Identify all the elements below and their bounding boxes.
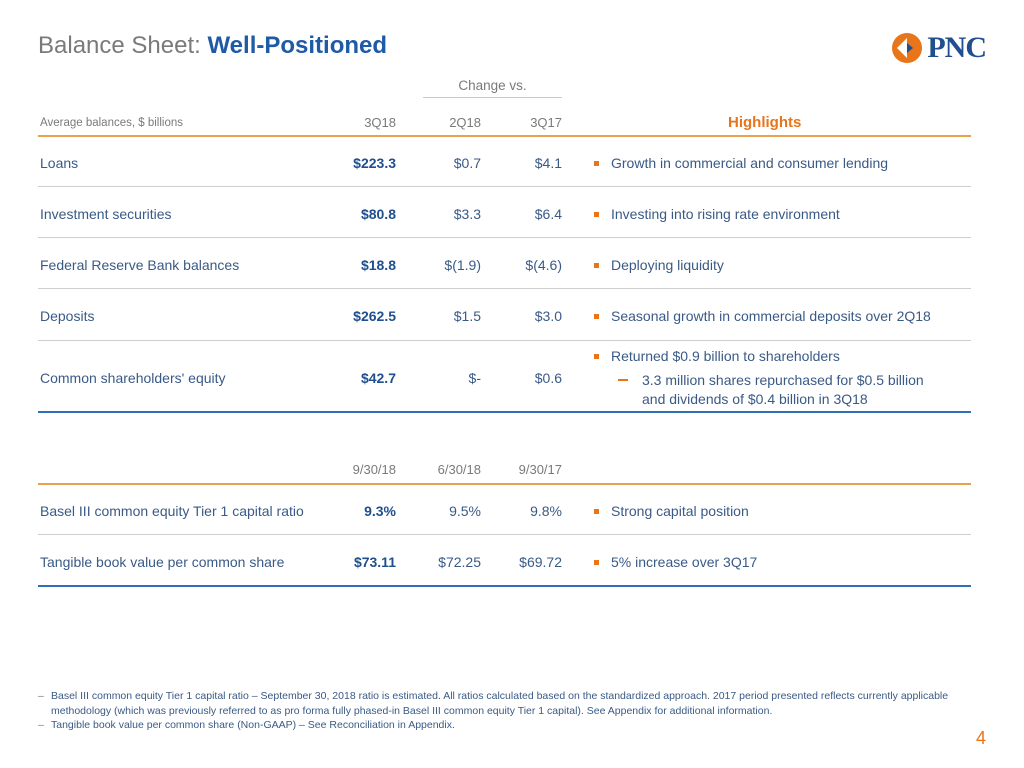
row-label: Loans: [40, 155, 79, 171]
col1-header: 9/30/18: [352, 462, 396, 477]
dash-icon: [618, 379, 628, 382]
page-number: 4: [975, 728, 986, 748]
bullet-icon: [594, 559, 599, 565]
footnote: Tangible book value per common share (No…: [38, 718, 958, 733]
row-value-6-30-18: 9.5%: [449, 503, 481, 519]
divider: [38, 585, 971, 587]
col2-header: 2Q18: [449, 115, 481, 130]
row-highlight: Strong capital position: [594, 503, 749, 519]
table2-header-row: 9/30/18 6/30/18 9/30/17: [38, 462, 971, 482]
footnote: Basel III common equity Tier 1 capital r…: [38, 689, 958, 718]
row-value-9-30-17: $69.72: [519, 554, 562, 570]
row-label: Basel III common equity Tier 1 capital r…: [40, 503, 304, 519]
row-value-2q18: $3.3: [453, 206, 481, 222]
bullet-icon: [594, 508, 599, 514]
divider: [38, 288, 971, 289]
table-row: Tangible book value per common share $73…: [38, 554, 971, 574]
row-value-3q18: $80.8: [360, 206, 396, 222]
page-title-strong: Well-Positioned: [207, 32, 388, 59]
col2-header: 6/30/18: [437, 462, 481, 477]
table-row: Common shareholders' equity $42.7 $- $0.…: [38, 348, 971, 410]
col3-header: 9/30/17: [518, 462, 562, 477]
row-label: Deposits: [40, 308, 95, 324]
row-value-3q17: $3.0: [534, 308, 562, 324]
row-value-3q18: $18.8: [360, 257, 396, 273]
bullet-icon: [594, 211, 599, 217]
bullet-icon: [594, 353, 599, 359]
row-highlight: Investing into rising rate environment: [594, 206, 840, 222]
divider: [38, 534, 971, 535]
row-value-3q18: $42.7: [360, 370, 396, 386]
row-label: Common shareholders' equity: [40, 370, 226, 386]
table-row: Federal Reserve Bank balances $18.8 $(1.…: [38, 257, 971, 277]
change-vs-header: Change vs.: [423, 78, 562, 98]
table-row: Basel III common equity Tier 1 capital r…: [38, 503, 971, 523]
row-label: Tangible book value per common share: [40, 554, 285, 570]
row-label: Investment securities: [40, 206, 172, 222]
table-row: Loans $223.3 $0.7 $4.1 Growth in commerc…: [38, 155, 971, 175]
row-value-9-30-17: 9.8%: [530, 503, 562, 519]
row-subhighlight: 3.3 million shares repurchased for $0.5 …: [618, 372, 924, 388]
row-subhighlight-cont: and dividends of $0.4 billion in 3Q18: [642, 391, 868, 407]
row-highlight: Returned $0.9 billion to shareholders: [594, 348, 840, 364]
pnc-logo: PNC: [891, 31, 987, 65]
divider: [38, 135, 971, 137]
page-title: Balance Sheet: Well-Positioned: [38, 32, 387, 60]
row-value-2q18: $-: [468, 370, 481, 386]
table-row: Deposits $262.5 $1.5 $3.0 Seasonal growt…: [38, 308, 971, 328]
col1-header: 3Q18: [364, 115, 396, 130]
divider: [38, 186, 971, 187]
page-title-plain: Balance Sheet:: [38, 32, 208, 59]
row-value-3q17: $6.4: [534, 206, 562, 222]
footnotes: Basel III common equity Tier 1 capital r…: [38, 689, 958, 733]
row-highlight: Growth in commercial and consumer lendin…: [594, 155, 888, 171]
col-label-header: Average balances, $ billions: [40, 117, 183, 129]
row-highlight: Seasonal growth in commercial deposits o…: [594, 308, 931, 324]
row-value-9-30-18: 9.3%: [364, 503, 396, 519]
row-value-3q17: $(4.6): [525, 257, 562, 273]
bullet-icon: [594, 313, 599, 319]
row-value-2q18: $0.7: [453, 155, 481, 171]
bullet-icon: [594, 262, 599, 268]
row-highlight: 5% increase over 3Q17: [594, 554, 757, 570]
row-label: Federal Reserve Bank balances: [40, 257, 240, 273]
divider: [38, 411, 971, 413]
row-value-3q17: $0.6: [534, 370, 562, 386]
divider: [38, 237, 971, 238]
row-value-3q18: $262.5: [353, 308, 396, 324]
row-value-2q18: $(1.9): [444, 257, 481, 273]
row-value-6-30-18: $72.25: [438, 554, 481, 570]
table-row: Investment securities $80.8 $3.3 $6.4 In…: [38, 206, 971, 226]
row-value-2q18: $1.5: [453, 308, 481, 324]
row-value-3q17: $4.1: [534, 155, 562, 171]
col3-header: 3Q17: [530, 115, 562, 130]
pnc-logo-icon: [892, 33, 923, 63]
divider: [38, 483, 971, 485]
row-highlight: Deploying liquidity: [594, 257, 724, 273]
bullet-icon: [594, 160, 599, 166]
pnc-logo-word: PNC: [927, 31, 987, 64]
divider: [38, 340, 971, 341]
row-value-3q18: $223.3: [353, 155, 396, 171]
highlights-header: Highlights: [728, 114, 802, 131]
table1-header-row: Average balances, $ billions 3Q18 2Q18 3…: [38, 114, 971, 134]
row-value-9-30-18: $73.11: [353, 554, 396, 570]
